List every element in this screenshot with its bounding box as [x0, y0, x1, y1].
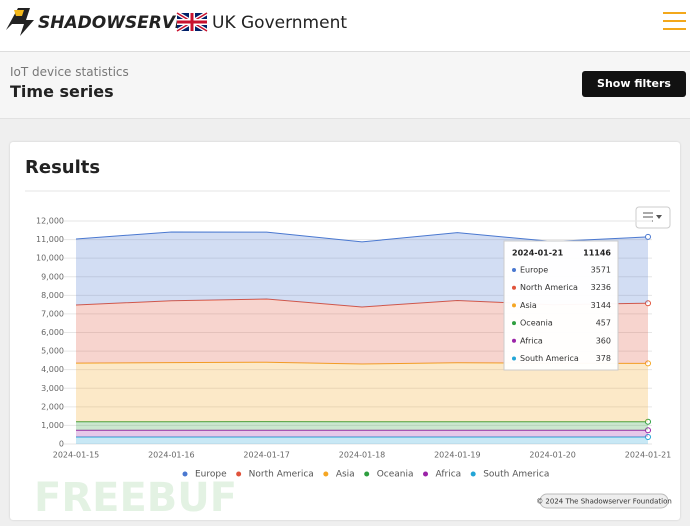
y-tick-label: 6,000 [41, 328, 64, 337]
x-tick-label: 2024-01-20 [529, 451, 576, 460]
tooltip-name: Asia [520, 301, 537, 310]
tooltip-name: South America [520, 354, 579, 363]
tooltip-swatch [512, 268, 516, 272]
tooltip-swatch [512, 303, 516, 308]
chart-menu[interactable] [635, 206, 671, 229]
legend-swatch [470, 471, 476, 477]
header-graphics: SHADOWSERVER UK Government [6, 8, 686, 36]
y-tick-label: 0 [59, 440, 64, 449]
end-marker [645, 233, 651, 240]
brand: SHADOWSERVER [38, 13, 200, 33]
x-tick-label: 2024-01-16 [148, 451, 195, 460]
tooltip-swatch [512, 356, 516, 361]
y-tick-label: 11,000 [36, 235, 64, 244]
y-tick-label: 5,000 [41, 347, 64, 356]
legend-label[interactable]: Europe [195, 470, 227, 480]
y-tick-label: 10,000 [36, 254, 64, 263]
y-tick-label: 1,000 [41, 421, 64, 430]
tooltip-swatch [512, 338, 516, 343]
y-tick-label: 2,000 [41, 402, 64, 411]
x-tick-label: 2024-01-17 [243, 451, 290, 460]
end-marker [645, 300, 651, 307]
tooltip-total: 11146 [583, 249, 611, 258]
logo-icon [6, 8, 34, 36]
tooltip-box [503, 240, 619, 371]
area-fill [76, 421, 648, 431]
legend-swatch [364, 471, 370, 477]
legend-swatch [323, 471, 329, 477]
end-marker [645, 433, 651, 440]
tooltip-value: 3144 [591, 301, 611, 310]
tooltip-name: Oceania [520, 319, 553, 328]
area-fill [76, 362, 648, 422]
area-fill [76, 436, 648, 444]
breadcrumb[interactable]: IoT device statistics [10, 65, 129, 79]
legend-label[interactable]: South America [483, 470, 549, 480]
credits-badge [539, 493, 669, 509]
y-tick-label: 3,000 [41, 384, 64, 393]
area-fill [76, 430, 648, 437]
x-tick-label: 2024-01-15 [53, 451, 100, 460]
results-title: Results [25, 157, 100, 178]
tooltip-date: 2024-01-21 [512, 249, 564, 258]
page-title: Time series [10, 82, 114, 101]
tooltip-name: Europe [520, 266, 548, 275]
watermark: FREEBUF [34, 475, 237, 521]
tooltip-value: 360 [596, 336, 611, 345]
y-tick-label: 12,000 [36, 217, 64, 226]
end-marker [645, 418, 651, 425]
legend-label[interactable]: Oceania [377, 470, 414, 480]
x-tick-label: 2024-01-21 [625, 451, 672, 460]
legend-label[interactable]: Asia [336, 470, 355, 480]
x-tick-label: 2024-01-19 [434, 451, 481, 460]
y-tick-label: 9,000 [41, 272, 64, 281]
legend-swatch [423, 471, 429, 477]
legend-swatch [236, 471, 242, 477]
uk-flag [175, 11, 209, 33]
end-marker [645, 427, 651, 434]
tooltip-value: 3571 [591, 266, 611, 275]
header: SHADOWSERVER UK Government [0, 0, 690, 52]
x-tick-label: 2024-01-18 [339, 451, 386, 460]
end-marker [645, 360, 651, 367]
subheader: IoT device statistics Time series Show f… [0, 52, 690, 119]
tooltip-name: Africa [520, 336, 543, 345]
y-tick-label: 7,000 [41, 309, 64, 318]
tooltip-value: 378 [596, 354, 611, 363]
show-filters-button[interactable]: Show filters [582, 71, 686, 97]
tooltip-value: 457 [596, 319, 611, 328]
tooltip: 2024-01-21 11146 Europe 3571 North America 32… [503, 240, 619, 371]
legend-swatch [182, 471, 188, 477]
tooltip-swatch [512, 285, 516, 290]
legend-label[interactable]: North America [249, 470, 314, 480]
tooltip-swatch [512, 321, 516, 326]
logo-accent [14, 10, 24, 16]
tooltip-value: 3236 [591, 283, 611, 292]
credits: © 2024 The Shadowserver Foundation [536, 498, 672, 506]
y-tick-label: 8,000 [41, 291, 64, 300]
menu-button[interactable] [663, 12, 686, 30]
y-tick-label: 4,000 [41, 365, 64, 374]
tooltip-name: North America [520, 283, 578, 292]
partner: UK Government [212, 13, 347, 33]
legend-label[interactable]: Africa [436, 470, 462, 480]
